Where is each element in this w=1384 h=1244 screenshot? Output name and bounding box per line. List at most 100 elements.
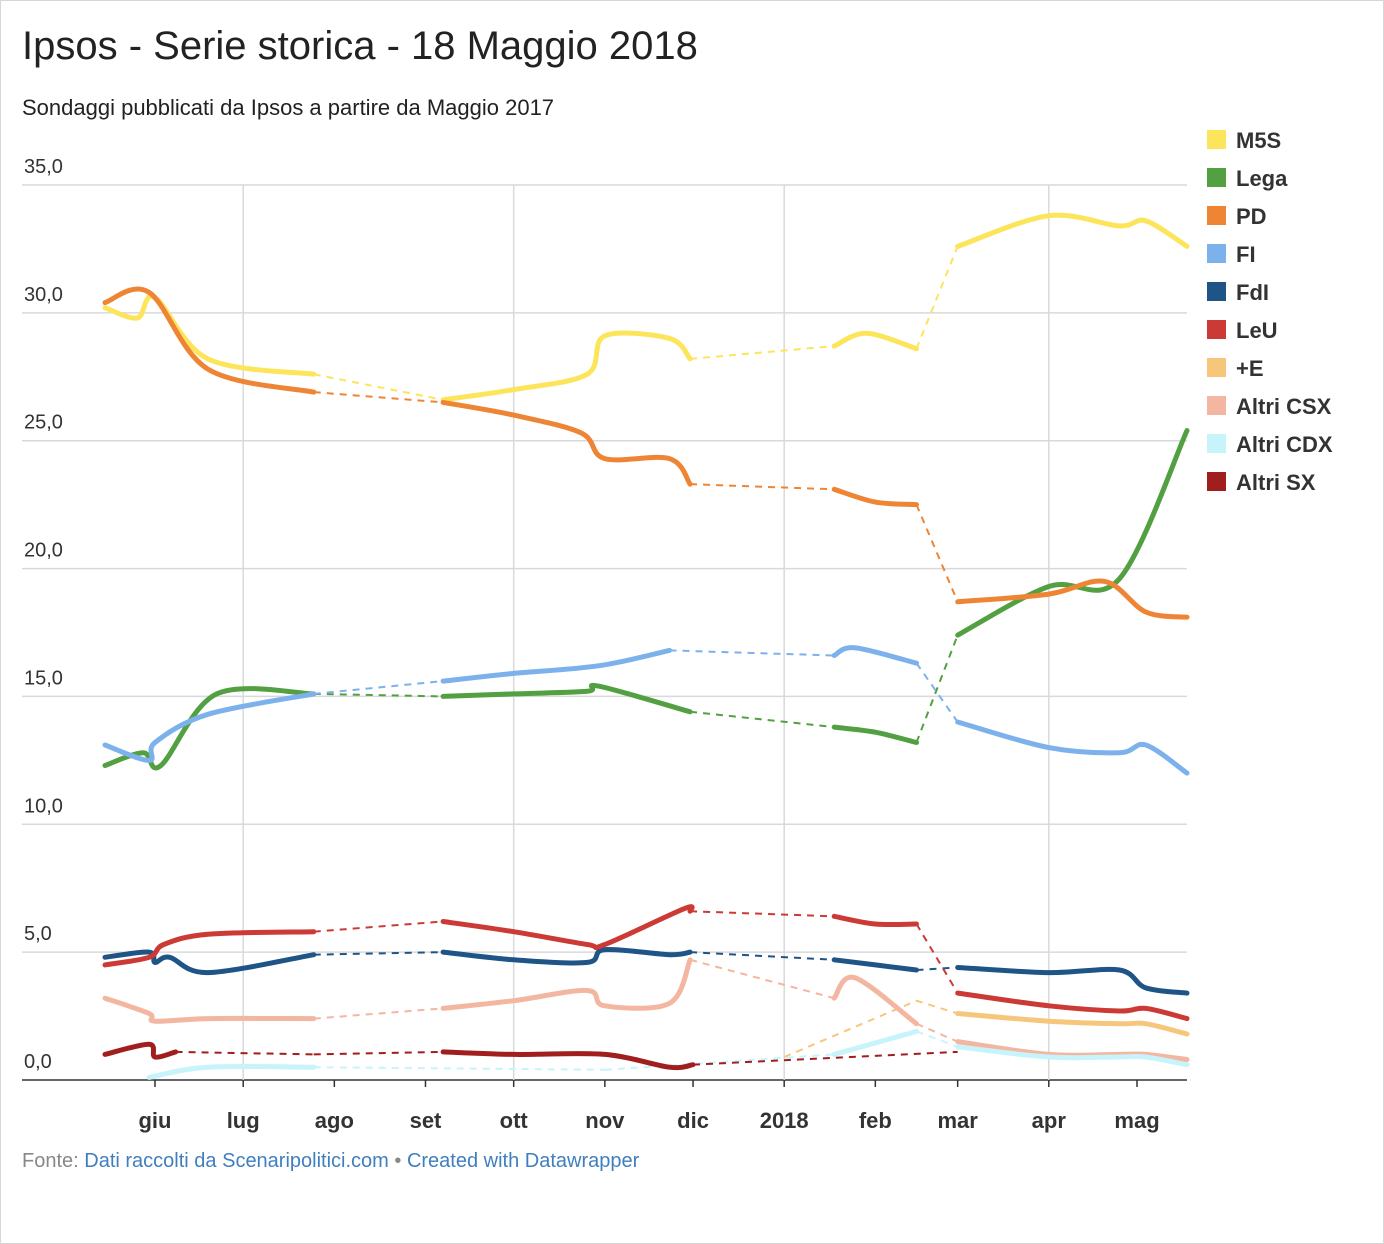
series-gap-line — [690, 483, 835, 491]
legend-label: FdI — [1236, 280, 1269, 305]
series-gap-line — [915, 634, 959, 743]
series-line — [955, 578, 1190, 620]
series-fdi — [102, 946, 1190, 996]
series-line — [102, 949, 317, 976]
series-line — [146, 1063, 317, 1080]
series-m5s — [102, 212, 1190, 403]
series-gap-line — [175, 1050, 314, 1056]
chart-subtitle: Sondaggi pubblicati da Ipsos a partire d… — [22, 95, 555, 120]
series-gap-line — [313, 1007, 444, 1020]
series-gap-line — [690, 345, 835, 360]
series-e — [783, 999, 1190, 1058]
legend-swatch — [1207, 396, 1226, 415]
series-gap-line — [313, 692, 444, 698]
legend-swatch — [1207, 206, 1226, 225]
footer-prefix: Fonte: — [22, 1150, 85, 1172]
x-tick-label: ago — [315, 1108, 354, 1133]
series-line — [955, 1044, 1190, 1068]
series-line — [102, 293, 317, 377]
series-line — [831, 913, 919, 928]
x-tick-label: apr — [1032, 1108, 1067, 1133]
legend-swatch — [1207, 320, 1226, 339]
x-tick-label: nov — [585, 1108, 625, 1133]
legend-label: FI — [1236, 242, 1256, 267]
x-tick-label: feb — [859, 1108, 892, 1133]
legend-label: M5S — [1236, 128, 1281, 153]
x-tick-label: mag — [1114, 1108, 1159, 1133]
y-axis: 35,0 30,0 25,0 20,0 15,0 10,0 5,0 0,0 — [24, 156, 63, 1073]
x-tick-label: ott — [500, 1108, 529, 1133]
series-gap-line — [313, 1050, 444, 1056]
x-tick-label: dic — [677, 1108, 709, 1133]
series-line — [102, 691, 317, 763]
series-gap-line — [669, 649, 835, 657]
series-dashed-line — [692, 1050, 958, 1066]
series-line — [102, 995, 317, 1024]
series-gap-line — [313, 951, 444, 956]
legend-label: Altri CSX — [1236, 394, 1332, 419]
y-tick-label: 0,0 — [24, 1051, 52, 1073]
series-altri-sx — [102, 1041, 958, 1071]
series-line — [955, 1011, 1190, 1037]
series-lines — [102, 212, 1190, 1080]
series-line — [102, 686, 317, 771]
legend-swatch — [1207, 168, 1226, 187]
series-fi — [102, 645, 1190, 776]
series-line — [955, 719, 1190, 776]
y-tick-label: 15,0 — [24, 667, 63, 689]
x-tick-label: mar — [937, 1108, 978, 1133]
legend-swatch — [1207, 358, 1226, 377]
series-line — [831, 724, 919, 745]
series-line — [440, 904, 695, 951]
series-line — [102, 1041, 179, 1060]
series-gap-line — [689, 958, 835, 1000]
series-line — [440, 330, 693, 403]
y-tick-label: 30,0 — [24, 284, 63, 306]
legend-swatch — [1207, 472, 1226, 491]
series-line — [955, 428, 1190, 638]
series-leu — [102, 904, 1190, 1022]
series-line — [102, 929, 317, 968]
datawrapper-link[interactable]: Created with Datawrapper — [406, 1150, 640, 1172]
series-line — [831, 974, 919, 1027]
series-line — [440, 1049, 696, 1071]
series-gap-line — [689, 710, 835, 729]
y-tick-label: 20,0 — [24, 540, 63, 562]
series-gap-line — [915, 923, 959, 994]
y-tick-label: 35,0 — [24, 156, 63, 178]
series-gap-line — [690, 951, 835, 961]
series-line — [440, 946, 693, 966]
series-line — [831, 330, 919, 352]
legend-label: Altri SX — [1236, 470, 1316, 495]
source-link[interactable]: Dati raccolti da Scenaripolitici.com — [84, 1150, 389, 1172]
y-tick-label: 25,0 — [24, 412, 63, 434]
legend-swatch — [1207, 244, 1226, 263]
series-gap-line — [916, 966, 958, 972]
legend-swatch — [1207, 434, 1226, 453]
chart-title: Ipsos - Serie storica - 18 Maggio 2018 — [22, 24, 698, 68]
x-tick-label: lug — [227, 1108, 260, 1133]
series-line — [955, 1039, 1190, 1062]
series-dashed-line — [783, 999, 958, 1058]
series-line — [440, 399, 693, 487]
y-tick-label: 10,0 — [24, 795, 63, 817]
legend-swatch — [1207, 130, 1226, 149]
series-line — [831, 486, 919, 508]
legend-label: PD — [1236, 204, 1267, 229]
series-gap-line — [313, 920, 444, 933]
legend-swatch — [1207, 282, 1226, 301]
series-gap-line — [915, 504, 959, 603]
series-altri-cdx — [146, 1028, 1190, 1080]
series-altri-csx — [102, 957, 1190, 1062]
legend-label: Lega — [1236, 166, 1288, 191]
series-gap-line — [313, 373, 444, 401]
footer-separator: • — [388, 1150, 407, 1172]
y-tick-label: 5,0 — [24, 923, 52, 945]
chart-footer: Fonte: Dati raccolti da Scenaripolitici.… — [22, 1150, 639, 1173]
series-line — [440, 957, 693, 1011]
series-line — [831, 957, 919, 973]
legend-label: Altri CDX — [1236, 432, 1333, 457]
series-line — [831, 645, 919, 666]
x-axis: giu lug ago set ott nov dic 2018 feb mar apr mag — [138, 1080, 1160, 1133]
